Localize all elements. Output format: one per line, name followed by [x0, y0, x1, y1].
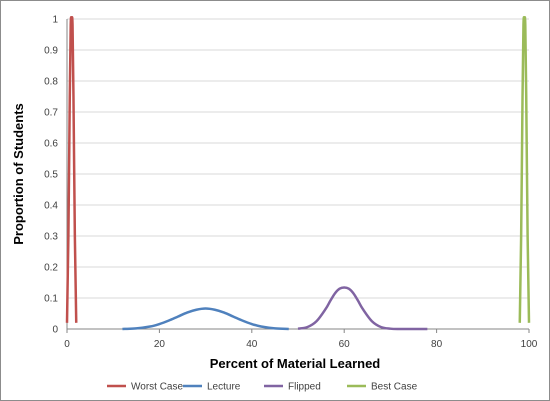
- x-tick-label: 20: [154, 339, 166, 350]
- legend-label: Worst Case: [131, 382, 183, 393]
- y-tick-label: 0.6: [44, 139, 58, 150]
- x-axis-ticks: 0 20 40 60 80 100: [64, 329, 538, 350]
- x-tick-label: 80: [431, 339, 443, 350]
- x-axis-title: Percent of Material Learned: [210, 356, 381, 371]
- legend-label: Best Case: [371, 382, 418, 393]
- y-axis-title: Proportion of Students: [11, 103, 26, 245]
- legend-label: Flipped: [288, 382, 321, 393]
- series-line-lecture: [122, 307, 289, 331]
- legend: Worst Case Lecture Flipped Best Case: [107, 382, 418, 393]
- x-tick-label: 0: [64, 339, 70, 350]
- y-tick-label: 0.1: [44, 294, 58, 305]
- y-tick-label: 0.7: [44, 108, 58, 119]
- x-tick-label: 60: [339, 339, 351, 350]
- series-line-best-case: [518, 16, 531, 323]
- y-tick-label: 0.9: [44, 46, 58, 57]
- series-line-flipped: [297, 286, 428, 331]
- y-tick-label: 0.3: [44, 232, 58, 243]
- x-tick-label: 100: [521, 339, 538, 350]
- y-tick-label: 0.8: [44, 77, 58, 88]
- y-tick-label: 1: [52, 15, 58, 26]
- x-tick-label: 40: [246, 339, 258, 350]
- y-tick-label: 0: [52, 325, 58, 336]
- series-line-worst-case: [65, 16, 78, 323]
- y-tick-label: 0.5: [44, 170, 58, 181]
- gridlines: [66, 18, 529, 330]
- series-lines: [65, 16, 531, 331]
- y-axis-ticks: 0 0.1 0.2 0.3 0.4 0.5 0.6 0.7 0.8 0.9 1: [44, 15, 58, 336]
- legend-label: Lecture: [207, 382, 241, 393]
- y-tick-label: 0.2: [44, 263, 58, 274]
- y-tick-label: 0.4: [44, 201, 58, 212]
